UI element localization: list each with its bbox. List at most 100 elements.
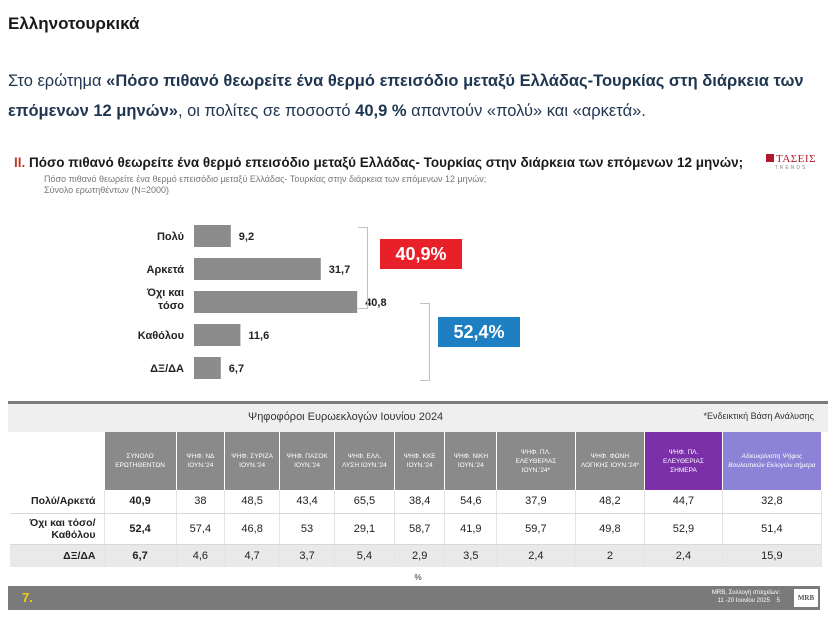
intro-post: απαντούν «πολύ» και «αρκετά». bbox=[406, 102, 646, 120]
column-header: ΨΗΦ. ΕΛΛ. ΛΥΣΗ ΙΟΥΝ.'24 bbox=[334, 432, 395, 490]
value-label: 9,2 bbox=[239, 231, 254, 243]
table-cell: 44,7 bbox=[644, 490, 723, 514]
table-cell: 40,9 bbox=[104, 490, 177, 514]
question-text: Πόσο πιθανό θεωρείτε ένα θερμό επεισόδιο… bbox=[29, 155, 744, 170]
column-header: ΣΥΝΟΛΟ ΕΡΩΤΗΘΕΝΤΩΝ bbox=[104, 432, 177, 490]
table-cell: 65,5 bbox=[334, 490, 395, 514]
bar bbox=[194, 324, 241, 346]
table-cell: 38 bbox=[176, 490, 226, 514]
row-label: Πολύ/Αρκετά bbox=[10, 490, 105, 514]
intro-paragraph: Στο ερώτημα «Πόσο πιθανό θεωρείτε ένα θε… bbox=[8, 66, 828, 126]
table-cell: 3,7 bbox=[279, 544, 336, 567]
question-subtitle: Πόσο πιθανό θεωρείτε ένα θερμό επεισόδιο… bbox=[44, 174, 487, 184]
table-cell: 4,6 bbox=[176, 544, 226, 567]
table-header-bar: Ψηφοφόροι Ευρωεκλογών Ιουνίου 2024 *Ενδε… bbox=[8, 404, 828, 432]
value-label: 31,7 bbox=[329, 264, 350, 276]
total-positive-badge: 40,9% bbox=[380, 239, 462, 269]
bar bbox=[194, 291, 358, 313]
survey-slide: II. Πόσο πιθανό θεωρείτε ένα θερμό επεισ… bbox=[8, 143, 828, 613]
table-unit: % bbox=[414, 573, 422, 582]
page-title: Ελληνοτουρκικά bbox=[8, 14, 140, 33]
column-header: ΨΗΦ. ΣΥΡΙΖΑ ΙΟΥΝ.'24 bbox=[224, 432, 281, 490]
intro-mid: , οι πολίτες σε ποσοστό bbox=[177, 102, 356, 120]
table-cell: 48,5 bbox=[224, 490, 281, 514]
page-number: 7. bbox=[22, 590, 33, 605]
category-label: Όχι και τόσο bbox=[146, 287, 184, 312]
column-header: ΨΗΦ. ΠΑΣΟΚ ΙΟΥΝ.'24 bbox=[279, 432, 336, 490]
question-title: II. Πόσο πιθανό θεωρείτε ένα θερμό επεισ… bbox=[14, 155, 743, 170]
table-cell: 37,9 bbox=[496, 490, 576, 514]
column-header: ΨΗΦ. ΝΙΚΗ ΙΟΥΝ.'24 bbox=[444, 432, 498, 490]
table-cell: 54,6 bbox=[444, 490, 498, 514]
table-cell: 2,4 bbox=[644, 544, 723, 567]
intro-pct: 40,9 % bbox=[355, 102, 407, 120]
column-header: Αδιευκρίνιστη Ψήφος Βουλευτικών Εκλογών … bbox=[722, 432, 823, 490]
source-note: MRB, Συλλογή στοιχείων: 11 -20 Ιουνίου 2… bbox=[712, 589, 780, 605]
table-row: Όχι και τόσο/Καθόλου 52,4 57,4 46,8 53 29,1 58… bbox=[10, 513, 823, 545]
intro-question: «Πόσο πιθανό θεωρείτε ένα θερμό επεισόδι… bbox=[8, 72, 804, 120]
total-negative-badge: 52,4% bbox=[438, 317, 520, 347]
row-label: Όχι και τόσο/Καθόλου bbox=[10, 513, 105, 545]
table-note: *Ενδεικτική Βάση Ανάλυσης bbox=[703, 411, 814, 421]
table-cell: 57,4 bbox=[176, 513, 226, 545]
table-row: Πολύ/Αρκετά 40,9 38 48,5 43,4 65,5 38,4 54,6 37,… bbox=[10, 490, 823, 514]
table-cell: 3,5 bbox=[444, 544, 498, 567]
tasis-logo: ΤΑΣΕΙΣ TRENDS bbox=[766, 153, 816, 175]
bar-chart: Πολύ 9,2 Αρκετά 31,7 Όχι και τόσο 40,8 Καθόλου 1… bbox=[138, 225, 387, 379]
table-cell: 58,7 bbox=[394, 513, 446, 545]
row-label: ΔΞ/ΔΑ bbox=[10, 544, 105, 567]
table-header-row: ΣΥΝΟΛΟ ΕΡΩΤΗΘΕΝΤΩΝ ΨΗΦ. ΝΔ ΙΟΥΝ.'24 ΨΗΦ. Σ… bbox=[10, 432, 823, 490]
question-base: Σύνολο ερωτηθέντων (Ν=2000) bbox=[44, 185, 170, 195]
table-cell: 49,8 bbox=[575, 513, 646, 545]
category-label: Αρκετά bbox=[147, 264, 185, 276]
table-cell: 53 bbox=[279, 513, 336, 545]
table-cell: 52,4 bbox=[104, 513, 177, 545]
table-cell: 15,9 bbox=[722, 544, 823, 567]
logo-square-icon bbox=[766, 154, 774, 162]
table-cell: 32,8 bbox=[722, 490, 823, 514]
bar bbox=[194, 357, 221, 379]
source-line-1: MRB, Συλλογή στοιχείων: bbox=[711, 590, 780, 596]
table-cell: 5,4 bbox=[334, 544, 395, 567]
table-cell: 38,4 bbox=[394, 490, 446, 514]
table-row: ΔΞ/ΔΑ 6,7 4,6 4,7 3,7 5,4 2,9 3,5 2,4 2 2,4 15,9 bbox=[10, 544, 823, 567]
breakdown-table: ΣΥΝΟΛΟ ΕΡΩΤΗΘΕΝΤΩΝ ΨΗΦ. ΝΔ ΙΟΥΝ.'24 ΨΗΦ. Σ… bbox=[10, 432, 823, 567]
table-corner bbox=[10, 432, 105, 490]
column-header: ΨΗΦ. ΠΛ. ΕΛΕΥΘΕΡΙΑΣ ΣΗΜΕΡΑ bbox=[644, 432, 723, 490]
column-header: ΨΗΦ. ΚΚΕ ΙΟΥΝ.'24 bbox=[394, 432, 446, 490]
question-number: II. bbox=[14, 155, 26, 170]
value-label: 40,8 bbox=[365, 297, 386, 309]
slide-footer: 7. MRB, Συλλογή στοιχείων: 11 -20 Ιουνίο… bbox=[8, 586, 820, 610]
table-cell: 4,7 bbox=[224, 544, 281, 567]
logo-subtext: TRENDS bbox=[774, 165, 808, 171]
table-cell: 46,8 bbox=[224, 513, 281, 545]
category-label: Καθόλου bbox=[138, 330, 184, 342]
column-header: ΨΗΦ. ΦΩΝΗ ΛΟΓΙΚΗΣ ΙΟΥΝ.'24* bbox=[575, 432, 646, 490]
divider bbox=[8, 401, 828, 404]
table-cell: 51,4 bbox=[722, 513, 823, 545]
column-header: ΨΗΦ. ΠΛ. ΕΛΕΥΘΕΡΙΑΣ ΙΟΥΝ.'24* bbox=[496, 432, 576, 490]
value-label: 11,6 bbox=[248, 330, 269, 342]
table-cell: 2,9 bbox=[394, 544, 446, 567]
category-label: ΔΞ/ΔΑ bbox=[150, 363, 184, 375]
bracket-top bbox=[358, 227, 368, 309]
bar bbox=[194, 225, 231, 247]
column-header: ΨΗΦ. ΝΔ ΙΟΥΝ.'24 bbox=[176, 432, 226, 490]
table-cell: 43,4 bbox=[279, 490, 336, 514]
category-label: Πολύ bbox=[157, 231, 184, 243]
table-cell: 2,4 bbox=[496, 544, 576, 567]
value-label: 6,7 bbox=[229, 363, 244, 375]
table-cell: 6,7 bbox=[104, 544, 177, 567]
logo-text: ΤΑΣΕΙΣ bbox=[776, 153, 816, 165]
table-title: Ψηφοφόροι Ευρωεκλογών Ιουνίου 2024 bbox=[248, 411, 444, 423]
intro-pre: Στο ερώτημα bbox=[8, 72, 107, 90]
table-cell: 2 bbox=[575, 544, 646, 567]
mrb-logo: MRB bbox=[794, 589, 818, 607]
bracket-bottom bbox=[420, 303, 430, 381]
table-cell: 29,1 bbox=[334, 513, 395, 545]
table-cell: 41,9 bbox=[444, 513, 498, 545]
table-cell: 52,9 bbox=[644, 513, 723, 545]
bar bbox=[194, 258, 321, 280]
breakdown-table-section: Ψηφοφόροι Ευρωεκλογών Ιουνίου 2024 *Ενδε… bbox=[8, 401, 828, 582]
table-cell: 48,2 bbox=[575, 490, 646, 514]
